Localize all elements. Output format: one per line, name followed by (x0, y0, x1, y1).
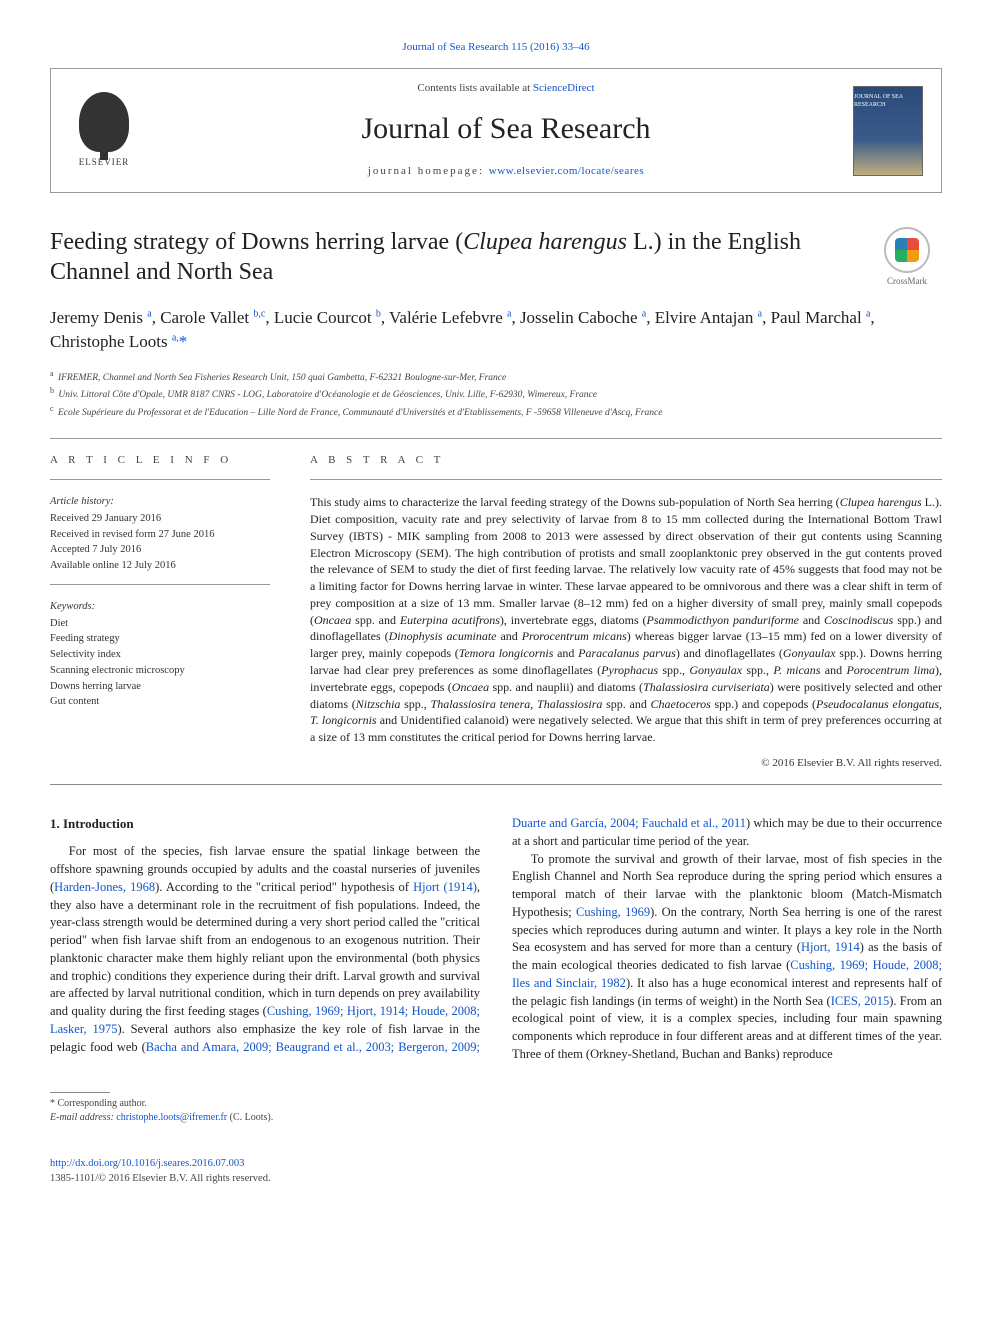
intro-paragraph-2: To promote the survival and growth of th… (512, 851, 942, 1064)
affiliations: a IFREMER, Channel and North Sea Fisheri… (50, 368, 942, 420)
homepage-prefix: journal homepage: (368, 165, 489, 177)
keyword: Downs herring larvae (50, 679, 270, 695)
contents-available-line: Contents lists available at ScienceDirec… (159, 81, 853, 97)
crossmark-label: CrossMark (887, 275, 927, 288)
history-head: Article history: (50, 494, 270, 510)
title-prefix: Feeding strategy of Downs herring larvae… (50, 229, 463, 255)
rule-top (50, 438, 942, 439)
abstract-column: a b s t r a c t This study aims to chara… (310, 453, 942, 772)
affiliation-c: c Ecole Supérieure du Professorat et de … (50, 403, 942, 420)
article-history-block: Article history: Received 29 January 201… (50, 494, 270, 710)
doi-link[interactable]: http://dx.doi.org/10.1016/j.seares.2016.… (50, 1158, 244, 1169)
keyword: Scanning electronic microscopy (50, 663, 270, 679)
footnote-rule (50, 1092, 110, 1093)
corresponding-name: (C. Loots). (230, 1112, 274, 1123)
article-info-column: a r t i c l e i n f o Article history: R… (50, 453, 270, 772)
affiliation-b: b Univ. Littoral Côte d'Opale, UMR 8187 … (50, 385, 942, 402)
corresponding-label: * Corresponding author. (50, 1097, 147, 1112)
history-line: Accepted 7 July 2016 (50, 542, 270, 558)
keywords-head: Keywords: (50, 599, 270, 615)
history-line: Received 29 January 2016 (50, 511, 270, 527)
corresponding-email-link[interactable]: christophe.loots@ifremer.fr (116, 1112, 227, 1123)
history-line: Received in revised form 27 June 2016 (50, 527, 270, 543)
abstract-text: This study aims to characterize the larv… (310, 494, 942, 746)
journal-header-box: ELSEVIER Contents lists available at Sci… (50, 68, 942, 193)
affiliation-a: a IFREMER, Channel and North Sea Fisheri… (50, 368, 942, 385)
rule-after-abstract (50, 784, 942, 785)
journal-name: Journal of Sea Research (159, 107, 853, 151)
crossmark-widget[interactable]: CrossMark (872, 227, 942, 288)
crossmark-icon (884, 227, 930, 273)
contents-prefix: Contents lists available at (417, 82, 532, 94)
email-label: E-mail address: (50, 1112, 114, 1123)
keyword: Gut content (50, 694, 270, 710)
doi-block: http://dx.doi.org/10.1016/j.seares.2016.… (50, 1156, 942, 1186)
elsevier-tree-icon (79, 92, 129, 152)
keyword: Diet (50, 616, 270, 632)
abstract-rule (310, 479, 942, 480)
info-rule (50, 479, 270, 480)
elsevier-logo: ELSEVIER (69, 91, 139, 171)
body-two-column: 1. Introduction For most of the species,… (50, 815, 942, 1064)
article-info-heading: a r t i c l e i n f o (50, 453, 270, 469)
header-center: Contents lists available at ScienceDirec… (159, 81, 853, 180)
authors-line: Jeremy Denis a, Carole Vallet b,c, Lucie… (50, 306, 942, 354)
abstract-copyright: © 2016 Elsevier B.V. All rights reserved… (310, 756, 942, 772)
journal-cover-thumb: JOURNAL OF SEA RESEARCH (853, 86, 923, 176)
issn-copyright-line: 1385-1101/© 2016 Elsevier B.V. All right… (50, 1173, 271, 1184)
history-line: Available online 12 July 2016 (50, 558, 270, 574)
keyword: Selectivity index (50, 647, 270, 663)
corresponding-author-block: * Corresponding author. E-mail address: … (50, 1092, 942, 1126)
journal-homepage-line: journal homepage: www.elsevier.com/locat… (159, 164, 853, 180)
sciencedirect-link[interactable]: ScienceDirect (533, 82, 595, 94)
abstract-heading: a b s t r a c t (310, 453, 942, 469)
article-title: Feeding strategy of Downs herring larvae… (50, 227, 852, 287)
running-head: Journal of Sea Research 115 (2016) 33–46 (50, 40, 942, 56)
history-rule (50, 584, 270, 585)
title-species: Clupea harengus (463, 229, 627, 255)
running-head-link[interactable]: Journal of Sea Research 115 (2016) 33–46 (402, 41, 589, 53)
keyword: Feeding strategy (50, 631, 270, 647)
section-heading-intro: 1. Introduction (50, 815, 480, 833)
journal-homepage-link[interactable]: www.elsevier.com/locate/seares (489, 165, 644, 177)
